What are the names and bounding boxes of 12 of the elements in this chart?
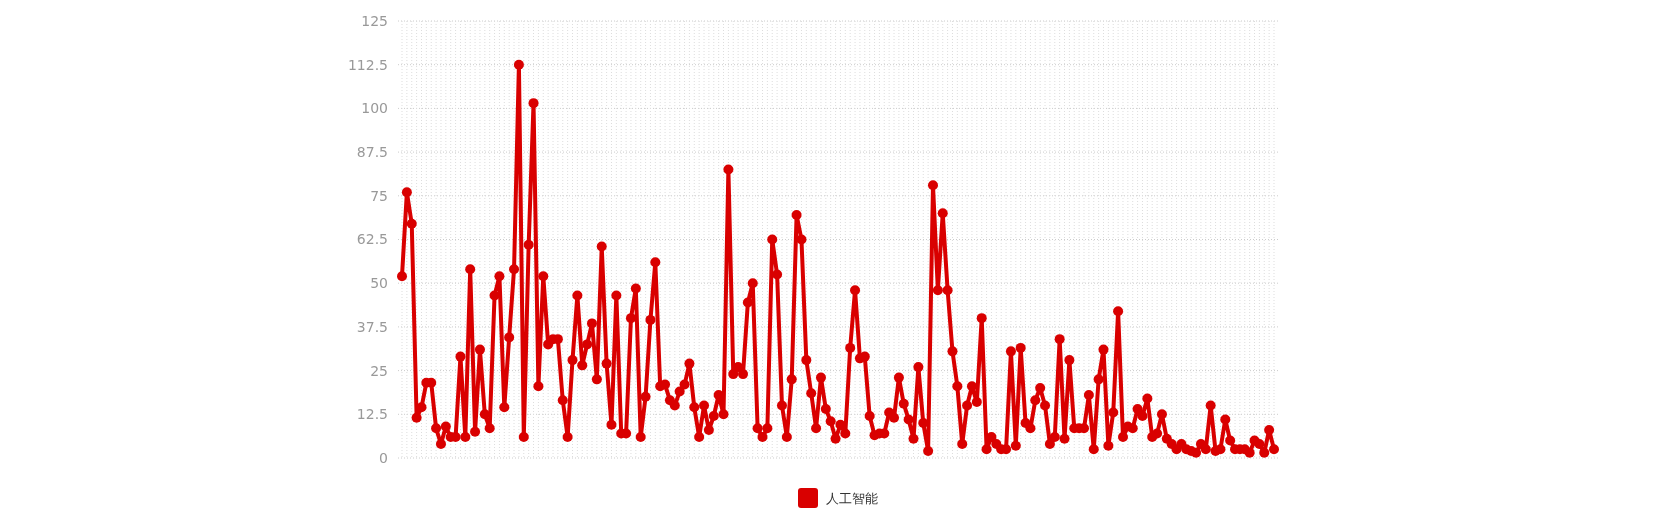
y-tick-label: 62.5: [356, 231, 388, 248]
y-tick-label: 0: [379, 449, 388, 466]
legend-label: 人工智能: [826, 490, 878, 506]
y-tick-label: 12.5: [356, 406, 388, 423]
y-tick-label: 100: [361, 100, 388, 117]
y-tick-label: 112.5: [347, 56, 388, 73]
y-tick-label: 25: [370, 362, 388, 379]
y-tick-label: 37.5: [356, 318, 388, 335]
y-tick-label: 87.5: [356, 144, 388, 160]
y-tick-label: 75: [370, 187, 388, 204]
y-tick-label: 50: [370, 275, 388, 292]
y-tick-label: 125: [361, 12, 388, 29]
